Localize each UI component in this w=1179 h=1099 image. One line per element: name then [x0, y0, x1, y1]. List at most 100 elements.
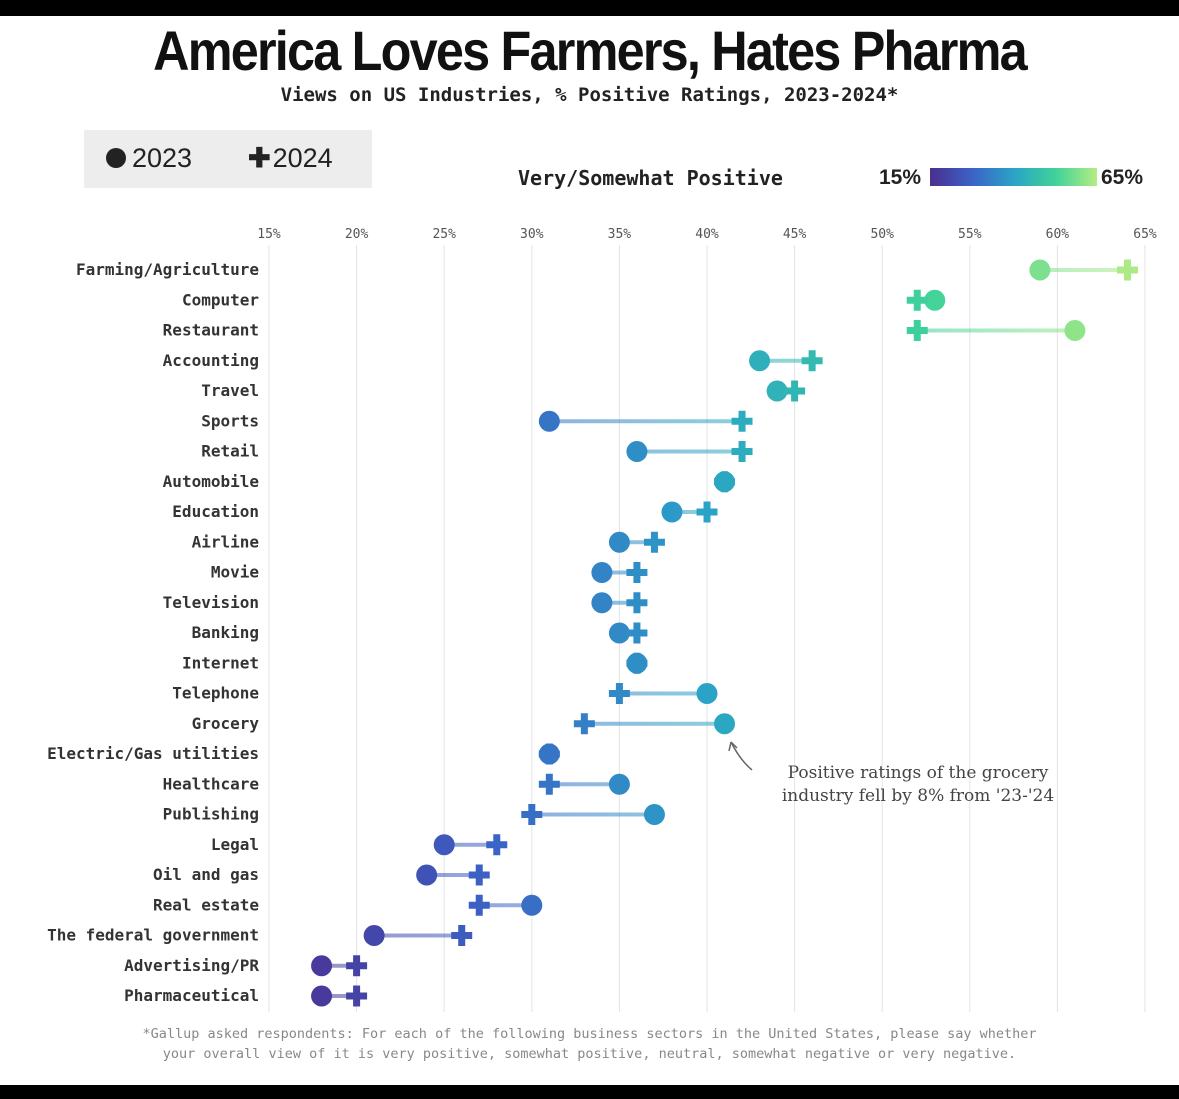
marker-2023: [643, 804, 665, 825]
marker-2023: [661, 501, 683, 523]
chart-title: America Loves Farmers, Hates Pharma: [153, 19, 1027, 82]
x-tick-label: 40%: [695, 227, 719, 242]
marker-2023: [608, 622, 630, 644]
footnote-line-1: *Gallup asked respondents: For each of t…: [142, 1026, 1037, 1042]
category-label: Automobile: [163, 472, 259, 491]
category-label: Publishing: [163, 805, 259, 824]
marker-2024: [626, 652, 648, 674]
marker-2023: [608, 531, 630, 553]
category-label: Accounting: [163, 351, 259, 370]
marker-2023: [591, 562, 613, 583]
plus-marker-icon: ✚: [248, 143, 271, 173]
color-scale-max: 65%: [1101, 166, 1144, 189]
x-tick-label: 60%: [1046, 227, 1070, 242]
category-label: Legal: [211, 835, 259, 854]
marker-2024: [906, 320, 928, 341]
category-label: Education: [172, 502, 259, 521]
category-label: Banking: [192, 623, 259, 642]
x-tick-label: 50%: [870, 227, 894, 242]
marker-2023: [363, 925, 385, 946]
marker-2023: [311, 955, 333, 977]
legend-label-2024: 2024: [272, 143, 333, 173]
x-tick-label: 20%: [345, 227, 369, 242]
marker-2024: [906, 289, 928, 311]
marker-2024: [626, 592, 648, 614]
marker-2023: [311, 985, 333, 1007]
color-scale-min: 15%: [879, 166, 922, 189]
category-label: Telephone: [172, 684, 259, 703]
marker-2024: [538, 743, 560, 765]
marker-2024: [626, 622, 648, 644]
circle-marker-icon: [106, 148, 126, 168]
category-label: Sports: [201, 411, 259, 430]
category-label: Electric/Gas utilities: [47, 744, 259, 763]
category-label: Healthcare: [163, 774, 259, 793]
marker-2023: [749, 350, 771, 372]
marker-2023: [1064, 320, 1086, 341]
marker-2023: [591, 592, 613, 614]
category-label: Travel: [201, 381, 259, 400]
annotation-arrowhead: [728, 741, 738, 752]
marker-2023: [696, 683, 718, 704]
x-tick-label: 25%: [432, 227, 456, 242]
x-tick-label: 35%: [608, 227, 632, 242]
marker-2023: [1029, 259, 1051, 281]
marker-2024: [451, 925, 473, 946]
category-label: Airline: [192, 532, 259, 551]
marker-2024: [521, 804, 543, 825]
marker-2023: [521, 894, 543, 916]
marker-2023: [433, 834, 455, 856]
grocery-annotation: Positive ratings of the grocery industry…: [728, 741, 1054, 806]
marker-2024: [346, 955, 368, 977]
marker-2024: [468, 864, 490, 886]
marker-2024: [731, 441, 753, 462]
marker-2023: [626, 441, 648, 462]
category-label: Movie: [211, 563, 259, 582]
marker-2024: [696, 501, 718, 523]
x-tick-label: 15%: [257, 227, 281, 242]
marker-2024: [573, 713, 595, 735]
annotation-line-2: industry fell by 8% from '23-'24: [782, 786, 1054, 806]
legend-item-2023: 2023: [106, 143, 192, 174]
marker-2024: [468, 894, 490, 916]
marker-2023: [766, 380, 788, 402]
category-label: The federal government: [47, 926, 259, 945]
legend-item-2024: ✚2024: [248, 143, 333, 174]
x-tick-label: 65%: [1133, 227, 1157, 242]
category-label: Farming/Agriculture: [76, 260, 259, 279]
footnote: *Gallup asked respondents: For each of t…: [0, 1024, 1179, 1064]
x-tick-label: 30%: [520, 227, 544, 242]
footnote-line-2: your overall view of it is very positive…: [162, 1046, 1017, 1062]
marker-2024: [714, 471, 736, 493]
category-label: Grocery: [192, 714, 260, 733]
marker-2024: [801, 350, 823, 372]
category-label: Advertising/PR: [124, 956, 259, 975]
marker-2023: [538, 410, 560, 432]
category-label: Restaurant: [163, 321, 259, 340]
category-label: Retail: [201, 442, 259, 461]
marker-2023: [714, 713, 736, 735]
x-tick-label: 55%: [958, 227, 982, 242]
category-label: Pharmaceutical: [124, 986, 259, 1005]
chart-subtitle: Views on US Industries, % Positive Ratin…: [280, 84, 899, 106]
marker-2024: [731, 410, 753, 432]
category-label: Computer: [182, 290, 259, 309]
marker-2024: [608, 683, 630, 704]
marker-2024: [538, 773, 560, 795]
marker-2023: [924, 289, 946, 311]
color-scale-label: Very/Somewhat Positive: [518, 166, 783, 190]
x-tick-label: 45%: [783, 227, 807, 242]
marker-2023: [608, 773, 630, 795]
category-label: Real estate: [153, 895, 259, 914]
color-scale-bar: [930, 168, 1097, 186]
annotation-arrow: [730, 741, 753, 771]
marker-2024: [1116, 259, 1138, 281]
legend: 2023 ✚2024: [84, 130, 372, 188]
legend-label-2023: 2023: [132, 143, 193, 173]
marker-2024: [626, 562, 648, 583]
category-label: Internet: [182, 653, 259, 672]
marker-2024: [643, 531, 665, 553]
marker-2024: [486, 834, 508, 856]
category-label: Oil and gas: [153, 865, 259, 884]
